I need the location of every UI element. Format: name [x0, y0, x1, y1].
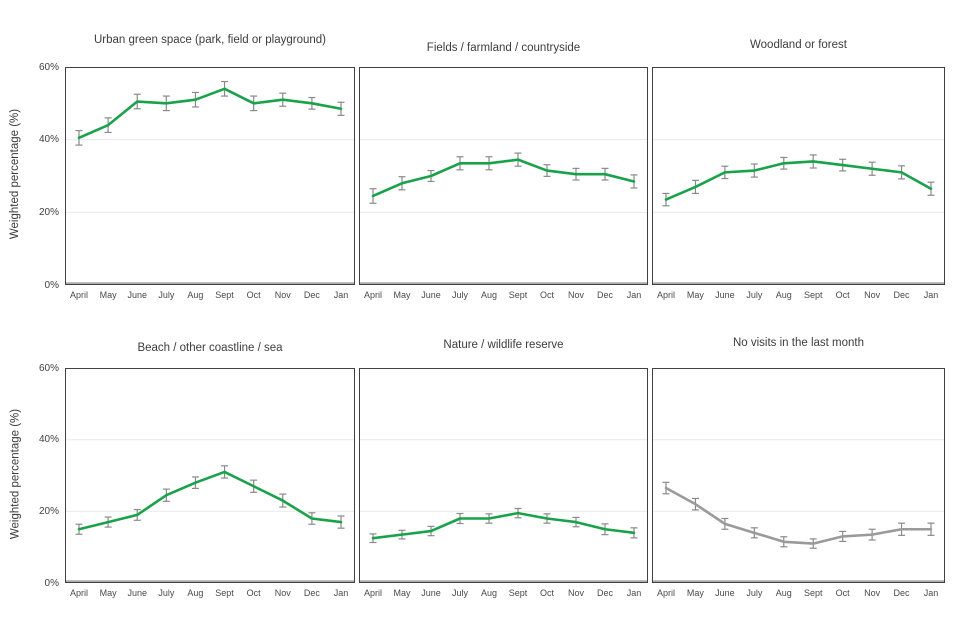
panel-border: [359, 67, 648, 285]
data-line: [371, 511, 636, 540]
x-tick-label: Aug: [187, 588, 204, 598]
y-tick-label: 0%: [44, 279, 59, 291]
panel-border: [652, 67, 945, 285]
chart-title-urban-green-space: Urban green space (park, field or playgr…: [93, 34, 327, 46]
x-tick-label: June: [715, 290, 735, 300]
x-tick-label: April: [363, 290, 382, 300]
x-tick-label: June: [715, 588, 735, 598]
chart-title-no-visits-last-month: No visits in the last month: [732, 337, 865, 349]
data-line: [77, 470, 343, 531]
x-tick-label: Dec: [303, 588, 320, 598]
x-tick-label: July: [746, 588, 763, 598]
panel-border: [652, 368, 945, 583]
chart-plot-no-visits-last-month: [652, 368, 945, 583]
chart-plot-fields-farmland-countryside: [359, 67, 648, 285]
x-tick-label: Sept: [215, 588, 234, 598]
x-tick-label: Aug: [480, 290, 497, 300]
x-tick-label: July: [158, 290, 175, 300]
x-tick-label: July: [451, 290, 468, 300]
chart-plot-nature-wildlife-reserve: [359, 368, 648, 583]
data-line: [371, 158, 636, 198]
x-tick-label: Jan: [626, 290, 642, 300]
x-tick-label: June: [421, 588, 441, 598]
x-tick-label: Aug: [480, 588, 497, 598]
x-tick-label: Nov: [864, 588, 881, 598]
panel-border: [65, 368, 355, 583]
x-tick-label: June: [421, 290, 441, 300]
x-tick-label: Dec: [893, 290, 910, 300]
data-line: [77, 87, 343, 140]
chart-title-nature-wildlife-reserve: Nature / wildlife reserve: [443, 339, 564, 351]
y-tick-label: 40%: [38, 434, 59, 446]
data-line: [664, 160, 933, 201]
x-tick-label: April: [363, 588, 382, 598]
x-tick-label: April: [656, 588, 675, 598]
x-tick-label: Sept: [215, 290, 234, 300]
x-tick-label: Aug: [775, 588, 792, 598]
x-tick-label: Oct: [835, 588, 850, 598]
chart-title-woodland-or-forest: Woodland or forest: [750, 39, 847, 51]
x-tick-label: April: [656, 290, 675, 300]
panel-border: [359, 368, 648, 583]
y-tick-label: 0%: [44, 577, 59, 589]
x-tick-label: Sept: [508, 290, 528, 300]
x-tick-label: Aug: [775, 290, 792, 300]
x-tick-label: July: [451, 588, 468, 598]
x-tick-label: Nov: [274, 290, 291, 300]
y-tick-label: 20%: [38, 206, 59, 218]
x-tick-label: Aug: [187, 290, 204, 300]
x-tick-label: Sept: [508, 588, 528, 598]
y-tick-label: 60%: [38, 362, 59, 374]
x-tick-label: Sept: [803, 588, 823, 598]
x-tick-label: Jan: [333, 588, 349, 598]
chart-plot-woodland-or-forest: [652, 67, 945, 285]
x-tick-label: Dec: [596, 290, 613, 300]
chart-title-beach-other-coastline-sea: Beach / other coastline / sea: [137, 342, 283, 354]
x-tick-label: May: [686, 588, 704, 598]
y-tick-label: 60%: [38, 61, 59, 73]
x-tick-label: Jan: [333, 290, 349, 300]
x-tick-label: Oct: [539, 588, 554, 598]
x-tick-label: Dec: [303, 290, 320, 300]
x-tick-label: May: [99, 290, 117, 300]
x-tick-label: Jan: [626, 588, 642, 598]
x-tick-label: Jan: [923, 588, 939, 598]
y-tick-label: 40%: [38, 134, 59, 146]
x-tick-label: May: [393, 290, 411, 300]
x-tick-label: Jan: [923, 290, 939, 300]
x-tick-label: June: [127, 290, 147, 300]
x-tick-label: April: [69, 290, 88, 300]
x-tick-label: July: [746, 290, 763, 300]
x-tick-label: Oct: [835, 290, 850, 300]
x-tick-label: Sept: [803, 290, 823, 300]
y-tick-label: 20%: [38, 505, 59, 517]
x-tick-label: May: [99, 588, 117, 598]
x-tick-label: Dec: [893, 588, 910, 598]
x-tick-label: Oct: [246, 588, 261, 598]
x-tick-label: Nov: [864, 290, 881, 300]
chart-title-fields-farmland-countryside: Fields / farmland / countryside: [426, 42, 581, 54]
x-tick-label: Oct: [539, 290, 554, 300]
x-tick-label: June: [127, 588, 147, 598]
x-tick-label: May: [393, 588, 411, 598]
x-tick-label: July: [158, 588, 175, 598]
chart-plot-beach-other-coastline-sea: [65, 368, 355, 583]
x-tick-label: Nov: [567, 588, 584, 598]
chart-plot-urban-green-space: [65, 67, 355, 285]
x-tick-label: Dec: [596, 588, 613, 598]
x-tick-label: Nov: [567, 290, 584, 300]
x-tick-label: Oct: [246, 290, 261, 300]
x-tick-label: April: [69, 588, 88, 598]
panel-border: [65, 67, 355, 285]
y-axis-label-row-2: Weighted percentage (%): [9, 408, 21, 539]
y-axis-label-row-1: Weighted percentage (%): [9, 108, 21, 240]
x-tick-label: Nov: [274, 588, 291, 598]
x-tick-label: May: [686, 290, 704, 300]
data-line: [664, 486, 933, 545]
